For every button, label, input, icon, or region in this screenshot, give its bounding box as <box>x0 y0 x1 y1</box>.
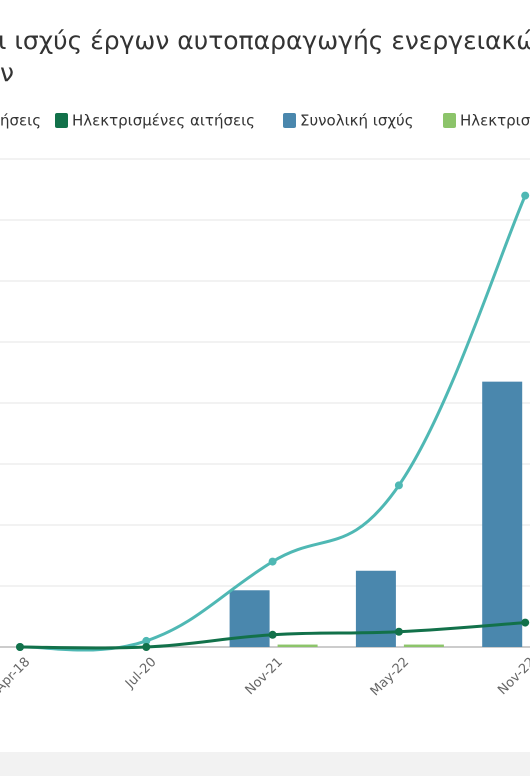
footer-strip <box>0 752 530 776</box>
x-tick-label: May-22 <box>368 655 412 699</box>
line-point <box>394 481 403 490</box>
chart-title: ι ισχύς έργων αυτοπαραγωγής ενεργειακώ <box>0 26 530 55</box>
x-tick-label: Apr-18 <box>0 655 33 696</box>
x-tick-label: Jul-20 <box>122 655 159 692</box>
legend-label: ήσεις <box>0 112 41 130</box>
x-tick-label: Nov-22 <box>495 655 530 698</box>
line-point <box>142 636 151 645</box>
bar <box>355 570 396 647</box>
line-point <box>521 618 530 627</box>
legend-label: Ηλεκτρισμένες αιτήσεις <box>72 112 255 130</box>
line-point <box>268 630 277 639</box>
line <box>19 195 527 652</box>
line-point <box>394 627 403 636</box>
line-point <box>521 191 530 200</box>
legend-label: Ηλεκτρισ <box>460 112 530 130</box>
bar <box>277 644 318 647</box>
line-point <box>268 557 277 566</box>
line-point <box>16 643 24 651</box>
x-tick-label: Nov-21 <box>243 655 286 698</box>
bar <box>403 644 444 647</box>
legend-swatch <box>55 113 68 128</box>
legend-swatch <box>283 113 296 128</box>
legend-swatch <box>443 113 456 128</box>
bar <box>482 381 523 647</box>
chart-title: ν <box>0 58 14 87</box>
line-point <box>142 643 151 651</box>
legend-label: Συνολική ισχύς <box>300 112 414 130</box>
